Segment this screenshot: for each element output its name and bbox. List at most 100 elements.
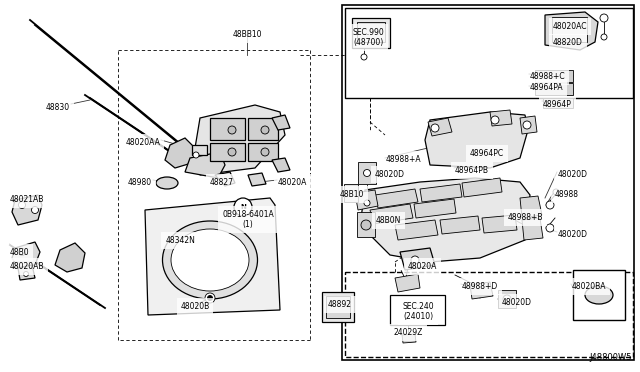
Circle shape [523,121,531,129]
Polygon shape [18,265,35,280]
Polygon shape [370,204,413,224]
Ellipse shape [585,286,613,304]
Circle shape [601,34,607,40]
Polygon shape [375,189,418,208]
Polygon shape [420,184,462,202]
Polygon shape [440,216,480,234]
Text: 48020D: 48020D [558,170,588,179]
Text: 48988+C: 48988+C [530,72,566,81]
Bar [498,290,516,308]
Bar [322,292,354,322]
Polygon shape [490,110,512,126]
Text: 48892: 48892 [328,300,352,309]
Bar [390,295,445,325]
Text: 24029Z: 24029Z [394,328,422,337]
Polygon shape [425,112,528,168]
Bar [344,184,358,202]
Bar [357,212,375,237]
Polygon shape [428,118,452,136]
Text: 48988+B: 48988+B [508,213,543,222]
Text: 48020D: 48020D [502,298,532,307]
Polygon shape [12,242,40,268]
Text: SEC.240
(24010): SEC.240 (24010) [402,302,434,321]
Circle shape [19,248,26,256]
Text: 48964PB: 48964PB [455,166,489,175]
Polygon shape [355,190,378,210]
Polygon shape [195,105,285,175]
Bar [210,143,245,161]
Polygon shape [145,198,280,315]
Text: 48B0: 48B0 [10,248,29,257]
Text: 48988: 48988 [555,190,579,199]
Ellipse shape [171,229,249,291]
Polygon shape [414,199,456,218]
Circle shape [24,272,29,276]
Bar [248,118,278,140]
Bar [192,145,207,155]
Text: 48020A: 48020A [408,262,437,271]
Polygon shape [470,282,493,299]
Text: J48800W5: J48800W5 [589,353,632,362]
Text: 48830: 48830 [46,103,70,112]
Text: 48820D: 48820D [553,38,583,47]
Text: 48827: 48827 [210,178,234,187]
Text: 48980: 48980 [128,178,152,187]
Text: 48964PA: 48964PA [530,83,564,92]
Bar [573,270,625,320]
Ellipse shape [156,177,178,189]
Circle shape [411,256,419,264]
Circle shape [207,295,212,301]
Circle shape [491,116,499,124]
Polygon shape [400,248,435,270]
Bar [345,272,633,357]
Text: 48020D: 48020D [558,230,588,239]
Polygon shape [185,152,225,178]
Polygon shape [395,274,420,292]
Circle shape [19,202,26,208]
Bar [345,8,633,98]
Polygon shape [520,196,542,218]
Text: 48020BA: 48020BA [572,282,607,291]
Polygon shape [272,115,290,130]
Text: 48020AA: 48020AA [125,138,160,147]
Text: 0B918-6401A
(1): 0B918-6401A (1) [222,210,274,230]
Text: 48B10: 48B10 [340,190,364,199]
Circle shape [261,126,269,134]
Polygon shape [360,178,530,262]
Circle shape [228,148,236,156]
Bar [552,17,587,42]
Bar [248,143,278,161]
Circle shape [546,201,554,209]
Circle shape [503,295,511,303]
Bar [535,83,573,95]
Polygon shape [482,215,517,233]
Circle shape [205,293,215,303]
Polygon shape [12,195,42,225]
Text: 48342N: 48342N [165,236,195,245]
Text: 48020D: 48020D [375,170,405,179]
Text: SEC.990
(48700): SEC.990 (48700) [352,28,384,47]
Bar [210,118,245,140]
Circle shape [546,224,554,232]
Polygon shape [248,173,266,186]
Polygon shape [462,178,502,197]
Bar [326,296,350,318]
Circle shape [600,14,608,22]
Polygon shape [545,12,598,50]
Text: 48020B: 48020B [180,302,210,311]
Text: 48020AB: 48020AB [10,262,45,271]
Circle shape [228,126,236,134]
Polygon shape [402,334,416,343]
Text: 48964P: 48964P [543,100,572,109]
Text: 48964PC: 48964PC [470,149,504,158]
Circle shape [431,124,439,132]
Circle shape [261,148,269,156]
Circle shape [364,200,370,206]
Circle shape [361,220,371,230]
Bar [535,70,573,82]
Ellipse shape [163,221,257,299]
Bar [352,18,390,48]
Bar [543,98,573,108]
Polygon shape [395,220,438,240]
Text: 48020AC: 48020AC [553,22,588,31]
